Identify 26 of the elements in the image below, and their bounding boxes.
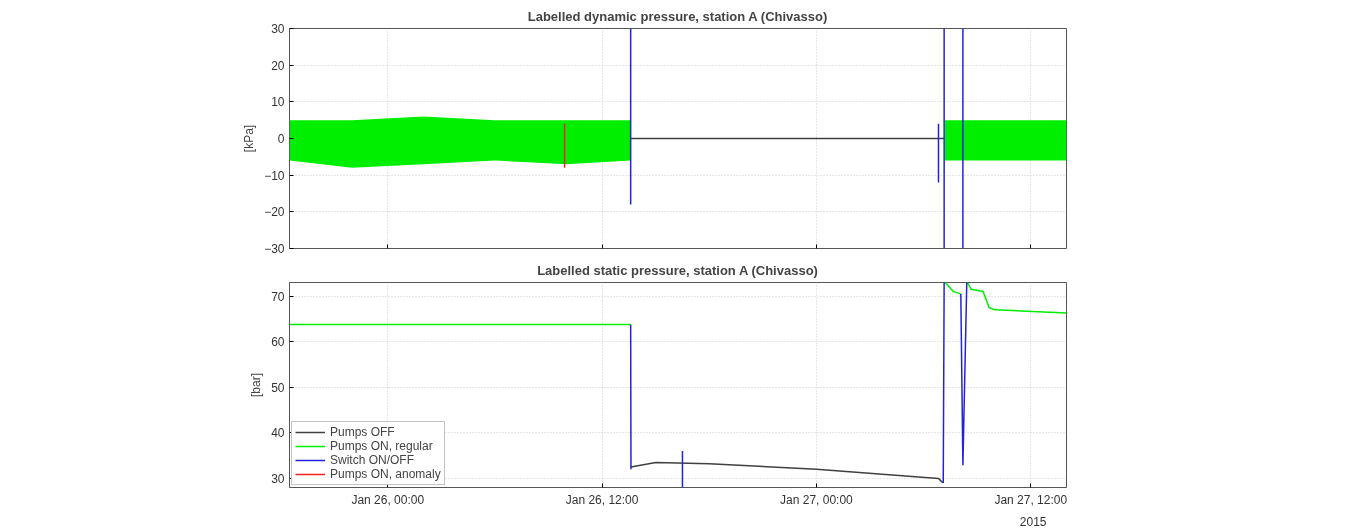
x-tick-label: Jan 26, 12:00 xyxy=(565,492,639,507)
y-tick-label: 40 xyxy=(271,426,285,441)
x-tick-label: Jan 27, 12:00 xyxy=(994,492,1068,507)
y-tick-label: 20 xyxy=(271,58,285,73)
y-tick-label: 30 xyxy=(271,471,285,486)
legend-label: Switch ON/OFF xyxy=(330,453,415,467)
x-tick-label: Jan 26, 00:00 xyxy=(351,492,425,507)
y-tick-label: −20 xyxy=(264,205,285,220)
legend-label: Pumps ON, anomaly xyxy=(330,467,441,481)
y-tick-label: −30 xyxy=(264,242,285,256)
y-tick-label: −10 xyxy=(264,168,285,183)
y-tick-label: 30 xyxy=(271,22,285,36)
x-tick-label: Jan 27, 00:00 xyxy=(780,492,854,507)
y-tick-label: 10 xyxy=(271,95,285,110)
legend-label: Pumps OFF xyxy=(330,425,395,439)
line-series xyxy=(630,461,944,484)
y-axis-title: [kPa] xyxy=(242,124,257,153)
chart-title: Labelled dynamic pressure, station A (Chivasso) xyxy=(527,8,828,24)
legend-label: Pumps ON, regular xyxy=(330,439,433,453)
y-tick-label: 70 xyxy=(271,289,285,304)
y-axis-title: [bar] xyxy=(249,372,264,398)
chart-title: Labelled static pressure, station A (Chivasso) xyxy=(537,262,818,278)
y-tick-label: 0 xyxy=(277,132,285,146)
y-tick-label: 60 xyxy=(271,335,285,350)
text: 2015 xyxy=(1019,514,1047,529)
y-tick-label: 50 xyxy=(271,380,285,395)
